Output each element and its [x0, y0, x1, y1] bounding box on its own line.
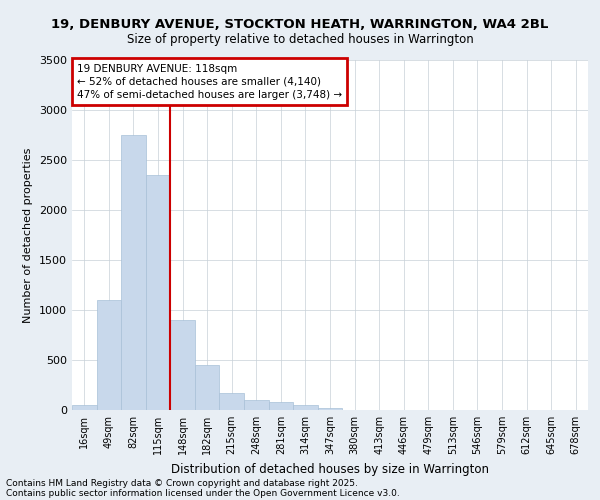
Text: Contains public sector information licensed under the Open Government Licence v3: Contains public sector information licen…: [6, 488, 400, 498]
Bar: [269, 402, 293, 410]
Bar: [170, 320, 195, 410]
Bar: [220, 392, 244, 410]
Text: 19 DENBURY AVENUE: 118sqm
← 52% of detached houses are smaller (4,140)
47% of se: 19 DENBURY AVENUE: 118sqm ← 52% of detac…: [77, 64, 342, 100]
Bar: [293, 405, 318, 410]
Bar: [72, 405, 97, 410]
Bar: [244, 400, 269, 410]
Bar: [195, 365, 220, 410]
Bar: [97, 300, 121, 410]
Y-axis label: Number of detached properties: Number of detached properties: [23, 148, 34, 322]
Bar: [318, 408, 342, 410]
Text: Size of property relative to detached houses in Warrington: Size of property relative to detached ho…: [127, 32, 473, 46]
Text: 19, DENBURY AVENUE, STOCKTON HEATH, WARRINGTON, WA4 2BL: 19, DENBURY AVENUE, STOCKTON HEATH, WARR…: [52, 18, 548, 30]
Bar: [146, 175, 170, 410]
X-axis label: Distribution of detached houses by size in Warrington: Distribution of detached houses by size …: [171, 462, 489, 475]
Bar: [121, 135, 146, 410]
Text: Contains HM Land Registry data © Crown copyright and database right 2025.: Contains HM Land Registry data © Crown c…: [6, 478, 358, 488]
